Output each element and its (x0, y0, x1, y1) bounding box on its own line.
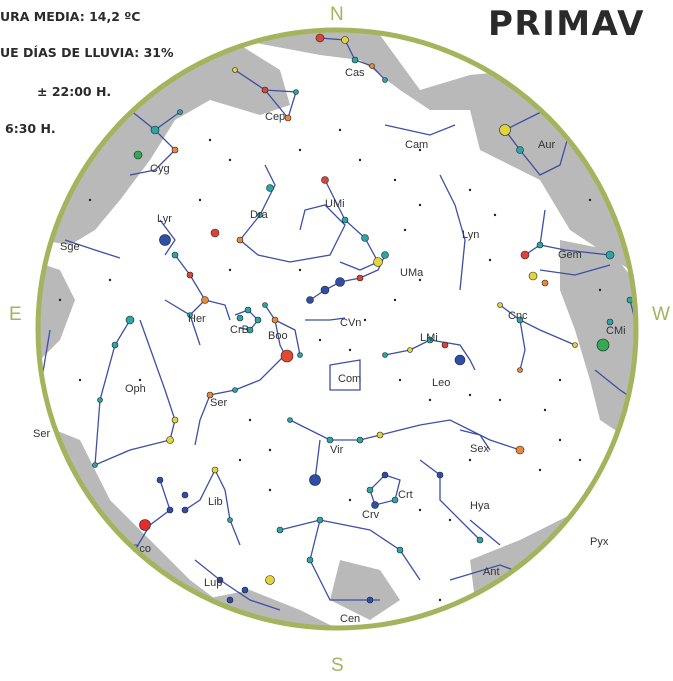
label-hya: Hya (470, 500, 490, 512)
label-cnc: Cnc (508, 310, 528, 322)
label-cep: Cep (265, 111, 285, 123)
label-cen: Cen (340, 613, 360, 625)
compass-east: E (9, 304, 22, 325)
label-crb: CrB (230, 324, 249, 336)
label-ant: Ant (483, 566, 500, 578)
label-lib: Lib (208, 496, 223, 508)
label-pyx: Pyx (590, 536, 609, 548)
sky-disk (38, 30, 636, 628)
label-com: Com (338, 373, 361, 385)
label-cmi: CMi (606, 325, 626, 337)
label-lup: Lup (204, 577, 222, 589)
time-label-1: ± 22:00 H. (37, 84, 112, 99)
label-ser-1: Ser (210, 397, 227, 409)
label-aur: Aur (538, 139, 555, 151)
label-dra: Dra (250, 209, 269, 221)
label-lyr: Lyr (157, 213, 172, 225)
label-cyg: Cyg (150, 163, 170, 175)
label-boo: Boo (268, 330, 288, 342)
compass-south: S (331, 655, 344, 676)
label-her: Her (188, 313, 206, 325)
label-uma: UMa (400, 267, 424, 279)
compass-west: W (652, 304, 670, 325)
temperature-label: URA MEDIA: 14,2 ºC (0, 9, 141, 24)
time-label-2: 6:30 H. (5, 121, 56, 136)
label-cas: Cas (345, 67, 365, 79)
label-sex: Sex (470, 443, 489, 455)
label-vir: Vir (330, 444, 344, 456)
label-gem: Gem (558, 249, 582, 261)
compass-north: N (330, 4, 344, 25)
label-umi: UMi (325, 198, 345, 210)
stars (92, 33, 634, 624)
rain-label: UE DÍAS DE LLUVIA: 31% (0, 45, 174, 60)
label-ser-2: Ser (33, 428, 50, 440)
label-lyn: Lyn (462, 229, 479, 241)
season-title: PRIMAV (488, 4, 645, 44)
label-cam: Cam (405, 139, 428, 151)
label-oph: Oph (125, 383, 146, 395)
label-crv: Crv (362, 509, 380, 521)
label-cvn: CVn (340, 317, 361, 329)
horizon-ring (35, 27, 639, 631)
label-lmi: LMi (420, 332, 438, 344)
label-leo: Leo (432, 377, 450, 389)
label-sge: Sge (60, 241, 80, 253)
constellation-labels: Cas Cep Cam Aur Cyg Dra UMi Lyr Lyn Gem … (33, 67, 626, 625)
label-crt: Crt (398, 489, 413, 501)
faint-stars (58, 128, 622, 602)
